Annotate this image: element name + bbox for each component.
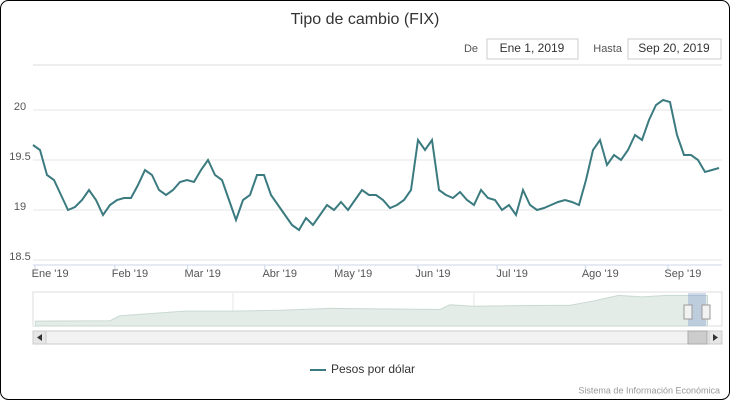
navigator-handle[interactable] <box>701 304 711 320</box>
to-value[interactable]: Sep 20, 2019 <box>638 41 710 55</box>
chart-title: Tipo de cambio (FIX) <box>291 11 440 28</box>
to-input[interactable] <box>627 38 722 60</box>
x-tick-label: Ago '19 <box>582 268 619 280</box>
x-tick-label: Abr '19 <box>262 268 297 280</box>
from-value[interactable]: Ene 1, 2019 <box>500 41 565 55</box>
x-tick-label: Jun '19 <box>415 268 450 280</box>
x-tick-label: Ene '19 <box>32 268 69 280</box>
x-tick-label: Jul '19 <box>496 268 527 280</box>
y-tick-label: 19 <box>14 201 26 213</box>
y-tick-label: 18.5 <box>9 251 30 263</box>
credit: Sistema de Información Económica <box>578 385 720 395</box>
from-label: De <box>464 43 478 55</box>
x-tick-label: May '19 <box>334 268 372 280</box>
x-tick-label: Feb '19 <box>112 268 148 280</box>
legend-label[interactable]: Pesos por dólar <box>331 362 415 376</box>
arrow-icon <box>37 334 42 341</box>
y-tick-label: 19.5 <box>9 151 30 163</box>
navigator-handle[interactable] <box>683 304 693 320</box>
arrow-icon <box>713 334 718 341</box>
scrollbar[interactable] <box>32 330 723 345</box>
navigator-area <box>34 294 708 327</box>
x-tick-label: Mar '19 <box>185 268 221 280</box>
line-series <box>32 98 720 232</box>
x-tick-label: Sep '19 <box>664 268 701 280</box>
scroll-thumb[interactable] <box>687 330 708 345</box>
to-label: Hasta <box>593 43 623 55</box>
y-tick-label: 20 <box>14 101 26 113</box>
from-input[interactable] <box>486 38 579 60</box>
